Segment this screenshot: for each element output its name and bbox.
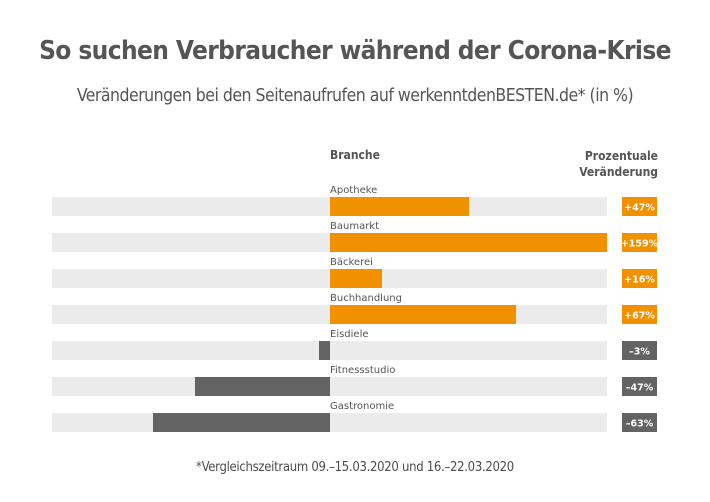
value-badge xyxy=(622,197,657,216)
bar-buchhandlung xyxy=(330,305,516,324)
value-badge xyxy=(622,305,657,324)
bar-baumarkt xyxy=(330,233,607,252)
chart-subtitle: Veränderungen bei den Seitenaufrufen auf… xyxy=(76,86,634,106)
value-label: –63% xyxy=(626,419,654,430)
bar-track xyxy=(52,197,607,216)
category-label: Bäckerei xyxy=(330,257,373,268)
category-label: Gastronomie xyxy=(330,401,394,412)
bar-apotheke xyxy=(330,197,469,216)
category-label: Fitnessstudio xyxy=(330,365,395,376)
value-label: –3% xyxy=(629,347,650,358)
value-badge xyxy=(622,341,657,360)
value-label: +47% xyxy=(624,203,655,214)
value-header-line1: Prozentuale xyxy=(584,149,658,163)
value-badge xyxy=(622,413,657,432)
category-label: Baumarkt xyxy=(330,221,379,232)
category-label: Buchhandlung xyxy=(330,293,402,304)
category-header: Branche xyxy=(330,148,380,162)
value-label: +159% xyxy=(621,239,659,250)
value-badge xyxy=(622,269,657,288)
bar-track xyxy=(52,305,607,324)
bar-eisdiele xyxy=(319,341,330,360)
chart-title: So suchen Verbraucher während der Corona… xyxy=(39,36,671,66)
value-badge xyxy=(622,377,657,396)
bar-gastronomie xyxy=(153,413,330,432)
value-badge xyxy=(622,233,657,252)
bar-bäckerei xyxy=(330,269,382,288)
bar-fitnessstudio xyxy=(195,377,330,396)
value-label: –47% xyxy=(626,383,654,394)
category-label: Eisdiele xyxy=(330,329,369,340)
value-header-line2: Veränderung xyxy=(579,165,658,179)
footnote: *Vergleichszeitraum 09.–15.03.2020 und 1… xyxy=(196,460,514,475)
value-label: +16% xyxy=(624,275,655,286)
value-header: Prozentuale Veränderung xyxy=(579,148,658,180)
bar-track xyxy=(52,269,607,288)
category-label: Apotheke xyxy=(330,185,377,196)
value-label: +67% xyxy=(624,311,655,322)
